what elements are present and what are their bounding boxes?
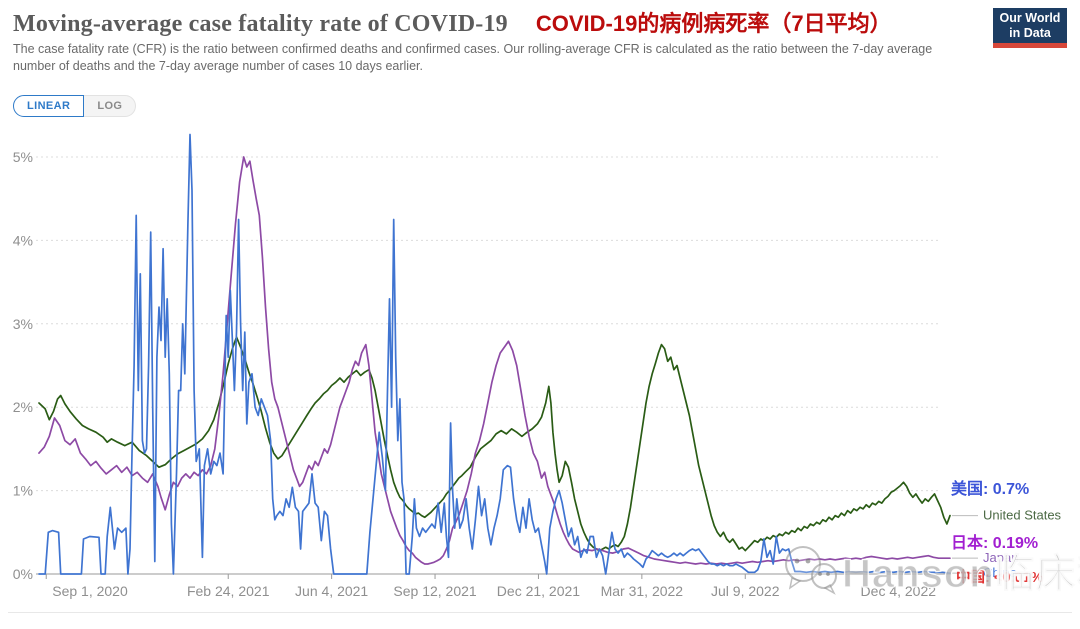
x-axis-label: Jul 9, 2022	[711, 583, 780, 599]
x-axis-label: Dec 21, 2021	[497, 583, 580, 599]
x-axis-label: Dec 4, 2022	[861, 583, 937, 599]
legend-label-china[interactable]: China	[983, 565, 1018, 580]
header: Moving-average case fatality rate of COV…	[13, 6, 892, 38]
footer-divider	[8, 612, 1072, 613]
page-title-chinese: COVID-19的病例病死率（7日平均）	[535, 11, 892, 36]
owid-logo-line1: Our World	[999, 11, 1061, 25]
series-line-united-states[interactable]	[38, 336, 951, 552]
x-axis-label: Sep 1, 2020	[52, 583, 128, 599]
linear-button[interactable]: LINEAR	[13, 95, 85, 117]
x-axis-label: Sep 12, 2021	[393, 583, 477, 599]
owid-logo[interactable]: Our World in Data	[993, 8, 1067, 48]
series-line-china[interactable]	[38, 133, 951, 575]
x-axis-label: Jun 4, 2021	[295, 583, 368, 599]
y-axis-label-5%: 5%	[13, 149, 33, 165]
x-axis-label: Feb 24, 2021	[187, 583, 270, 599]
log-button[interactable]: LOG	[84, 95, 137, 117]
y-axis-label-4%: 4%	[13, 232, 33, 248]
scale-toggle: LINEAR LOG	[13, 95, 137, 117]
y-axis-label-1%: 1%	[13, 483, 33, 499]
page-title: Moving-average case fatality rate of COV…	[13, 11, 508, 37]
y-axis-label-0%: 0%	[13, 566, 33, 582]
legend-label-japan[interactable]: Japan	[983, 550, 1018, 565]
owid-logo-line2: in Data	[1009, 26, 1051, 40]
y-axis-label-2%: 2%	[13, 399, 33, 415]
chart-subtitle: The case fatality rate (CFR) is the rati…	[13, 42, 933, 73]
series-line-japan[interactable]	[38, 156, 951, 565]
annotation-japan-value: 日本: 0.19%	[951, 535, 1039, 552]
line-chart: 0% 1% 2% 3% 4% 5% Sep 1, 2020 Feb 24, 2021 Jun 4…	[13, 133, 1062, 599]
annotation-us-value: 美国: 0.7%	[951, 481, 1030, 498]
x-axis-label: Mar 31, 2022	[601, 583, 684, 599]
y-axis-label-3%: 3%	[13, 316, 33, 332]
legend-label-united-states[interactable]: United States	[983, 508, 1062, 523]
annotation-china-value: 中国: <0.01%	[956, 570, 1044, 586]
